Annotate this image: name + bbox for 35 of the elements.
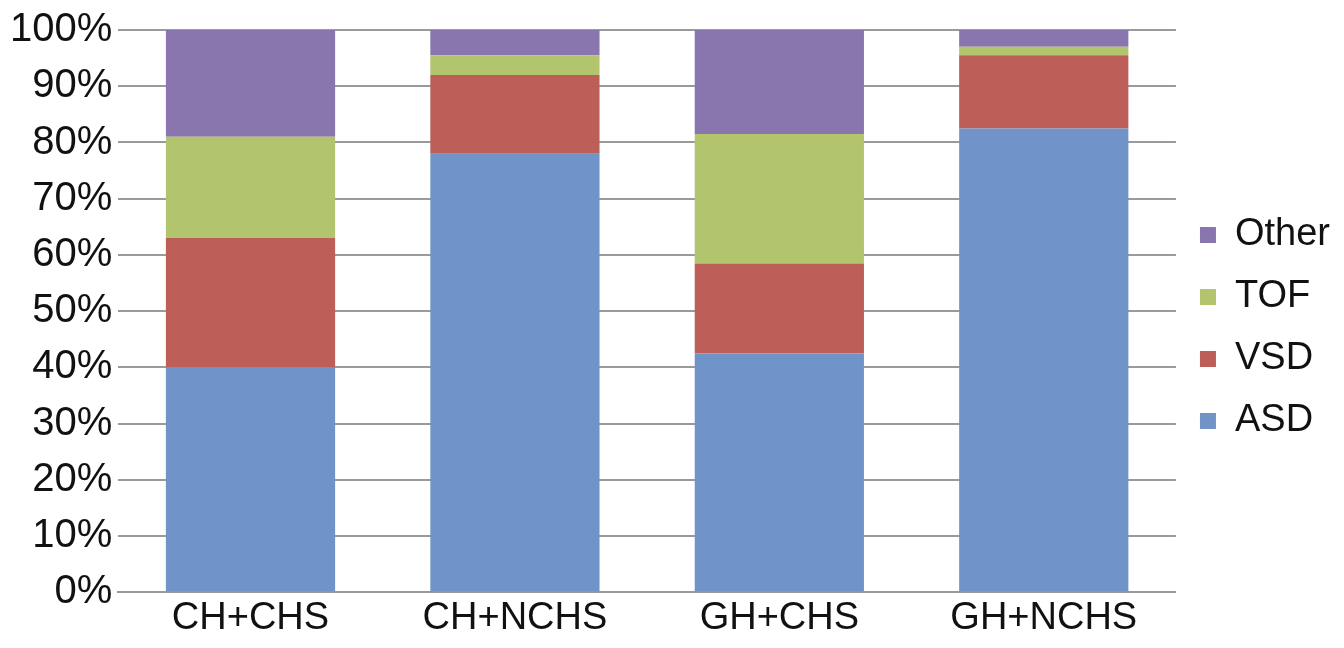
y-tick-label: 40%	[32, 342, 113, 387]
y-tick-label: 80%	[32, 117, 113, 162]
y-tick-label: 60%	[32, 229, 113, 274]
y-tick-label: 100%	[9, 5, 113, 50]
y-tick-label: 30%	[32, 398, 113, 443]
x-tick-label: GH+NCHS	[950, 594, 1138, 637]
x-tick-label: GH+CHS	[699, 594, 860, 637]
bar	[694, 263, 864, 354]
bar	[165, 136, 336, 239]
bar	[959, 46, 1129, 56]
y-tick-label: 50%	[32, 286, 113, 331]
bar	[430, 74, 600, 154]
bar	[165, 238, 336, 368]
legend-label: Other	[1234, 211, 1331, 254]
x-tick-label: CH+NCHS	[422, 594, 608, 637]
legend-label: VSD	[1234, 335, 1314, 378]
y-tick-label: 70%	[32, 173, 113, 218]
bar	[430, 153, 600, 592]
legend-label: TOF	[1234, 273, 1311, 316]
bar	[430, 30, 600, 56]
y-tick-label: 0%	[54, 567, 113, 612]
bar	[694, 134, 864, 264]
bar	[959, 30, 1129, 47]
bar	[959, 128, 1129, 592]
bar	[430, 55, 600, 75]
bar	[694, 353, 864, 592]
y-tick-label: 90%	[32, 61, 113, 106]
bar	[165, 367, 336, 592]
bar	[165, 30, 336, 137]
y-tick-label: 20%	[32, 454, 113, 499]
bar	[959, 55, 1129, 129]
legend-label: ASD	[1234, 397, 1314, 440]
x-tick-label: CH+CHS	[171, 594, 330, 637]
bar	[694, 30, 864, 135]
y-tick-label: 10%	[32, 511, 113, 556]
